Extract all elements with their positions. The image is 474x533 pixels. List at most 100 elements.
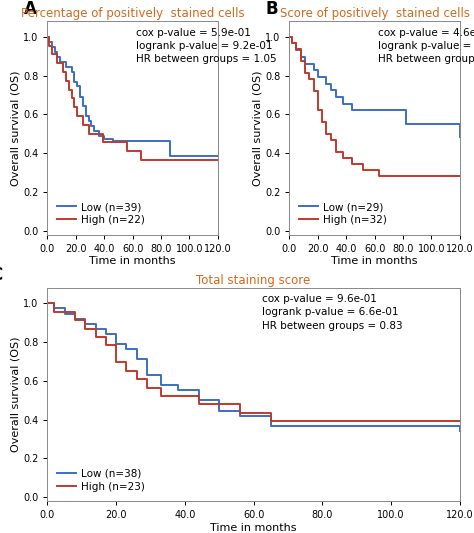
Low (n=38) xyxy=(62,310,67,317)
High (n=32) xyxy=(349,161,355,167)
Text: cox p-value = 9.6e-01
logrank p-value = 6.6e-01
HR between groups = 0.83: cox p-value = 9.6e-01 logrank p-value = … xyxy=(262,294,402,330)
High (n=22) xyxy=(55,60,60,67)
Low (n=38) xyxy=(175,387,181,393)
Low (n=39) xyxy=(131,138,137,144)
High (n=32) xyxy=(310,88,316,94)
High (n=32) xyxy=(306,76,312,83)
Low (n=39) xyxy=(138,138,144,144)
High (n=22) xyxy=(49,51,55,58)
Low (n=38) xyxy=(45,300,50,306)
High (n=22) xyxy=(45,34,50,40)
Low (n=39) xyxy=(124,138,130,144)
High (n=22) xyxy=(72,104,77,110)
High (n=23) xyxy=(237,410,243,416)
High (n=22) xyxy=(69,95,74,102)
Low (n=38) xyxy=(124,346,129,352)
Y-axis label: Overall survival (OS): Overall survival (OS) xyxy=(10,337,20,452)
High (n=23) xyxy=(196,401,201,408)
Low (n=39) xyxy=(57,59,63,65)
Low (n=29) xyxy=(333,94,339,100)
Line: Low (n=38): Low (n=38) xyxy=(47,303,460,431)
High (n=23) xyxy=(268,418,273,425)
High (n=22) xyxy=(100,139,106,146)
Low (n=39) xyxy=(46,39,52,45)
Low (n=38) xyxy=(134,356,140,362)
Low (n=29) xyxy=(376,107,382,114)
Low (n=39) xyxy=(66,63,72,70)
High (n=32) xyxy=(340,155,346,161)
Low (n=29) xyxy=(298,54,303,60)
High (n=22) xyxy=(57,60,63,67)
Line: High (n=23): High (n=23) xyxy=(47,303,460,422)
Low (n=38) xyxy=(237,413,243,419)
High (n=22) xyxy=(215,157,221,163)
Low (n=39) xyxy=(86,118,91,125)
High (n=22) xyxy=(74,113,80,119)
Line: High (n=22): High (n=22) xyxy=(47,37,218,160)
Low (n=38) xyxy=(216,407,222,414)
Low (n=29) xyxy=(306,60,312,67)
High (n=32) xyxy=(319,118,325,125)
Low (n=29) xyxy=(457,134,463,140)
Title: Percentage of positively  stained cells: Percentage of positively stained cells xyxy=(21,7,245,20)
Low (n=39) xyxy=(60,59,66,65)
Low (n=38) xyxy=(158,382,164,388)
High (n=23) xyxy=(62,309,67,315)
Low (n=29) xyxy=(340,101,346,107)
Legend: Low (n=29), High (n=32): Low (n=29), High (n=32) xyxy=(294,198,391,229)
High (n=22) xyxy=(80,122,86,128)
Legend: Low (n=38), High (n=23): Low (n=38), High (n=23) xyxy=(53,464,149,496)
Low (n=29) xyxy=(293,47,299,53)
High (n=22) xyxy=(93,131,99,137)
High (n=32) xyxy=(293,46,299,52)
Text: B: B xyxy=(265,0,278,18)
Low (n=39) xyxy=(55,54,60,60)
High (n=23) xyxy=(93,334,99,340)
Text: C: C xyxy=(0,266,2,285)
High (n=32) xyxy=(298,58,303,64)
Low (n=29) xyxy=(369,107,374,114)
Low (n=39) xyxy=(160,138,165,144)
Low (n=38) xyxy=(51,305,57,312)
Low (n=39) xyxy=(52,49,57,55)
Low (n=38) xyxy=(144,372,150,378)
High (n=32) xyxy=(323,131,329,137)
Line: Low (n=39): Low (n=39) xyxy=(47,37,218,156)
Low (n=39) xyxy=(215,153,221,159)
High (n=22) xyxy=(46,42,52,49)
Low (n=29) xyxy=(302,60,308,67)
Low (n=39) xyxy=(77,93,83,100)
High (n=22) xyxy=(66,86,72,93)
Low (n=38) xyxy=(457,427,463,434)
High (n=22) xyxy=(60,69,66,75)
Low (n=29) xyxy=(310,67,316,74)
Low (n=39) xyxy=(89,123,94,130)
Low (n=39) xyxy=(91,128,97,134)
High (n=22) xyxy=(124,148,130,155)
Low (n=29) xyxy=(360,107,366,114)
X-axis label: Time in months: Time in months xyxy=(210,523,297,533)
High (n=22) xyxy=(83,122,89,128)
Y-axis label: Overall survival (OS): Overall survival (OS) xyxy=(252,70,262,185)
X-axis label: Time in months: Time in months xyxy=(90,256,176,266)
High (n=32) xyxy=(369,167,374,173)
High (n=22) xyxy=(117,139,123,146)
High (n=32) xyxy=(315,106,320,112)
High (n=22) xyxy=(86,131,91,137)
Low (n=39) xyxy=(49,44,55,50)
Low (n=29) xyxy=(349,107,355,114)
High (n=23) xyxy=(113,359,119,366)
Text: A: A xyxy=(24,0,36,18)
High (n=23) xyxy=(82,325,88,332)
High (n=32) xyxy=(302,70,308,76)
High (n=22) xyxy=(131,148,137,155)
Low (n=39) xyxy=(167,153,173,159)
High (n=23) xyxy=(175,393,181,399)
High (n=32) xyxy=(333,149,339,155)
Low (n=29) xyxy=(328,87,333,93)
Low (n=38) xyxy=(196,397,201,403)
Low (n=39) xyxy=(110,138,116,144)
High (n=23) xyxy=(51,309,57,315)
High (n=23) xyxy=(72,317,78,324)
Low (n=38) xyxy=(103,331,109,337)
